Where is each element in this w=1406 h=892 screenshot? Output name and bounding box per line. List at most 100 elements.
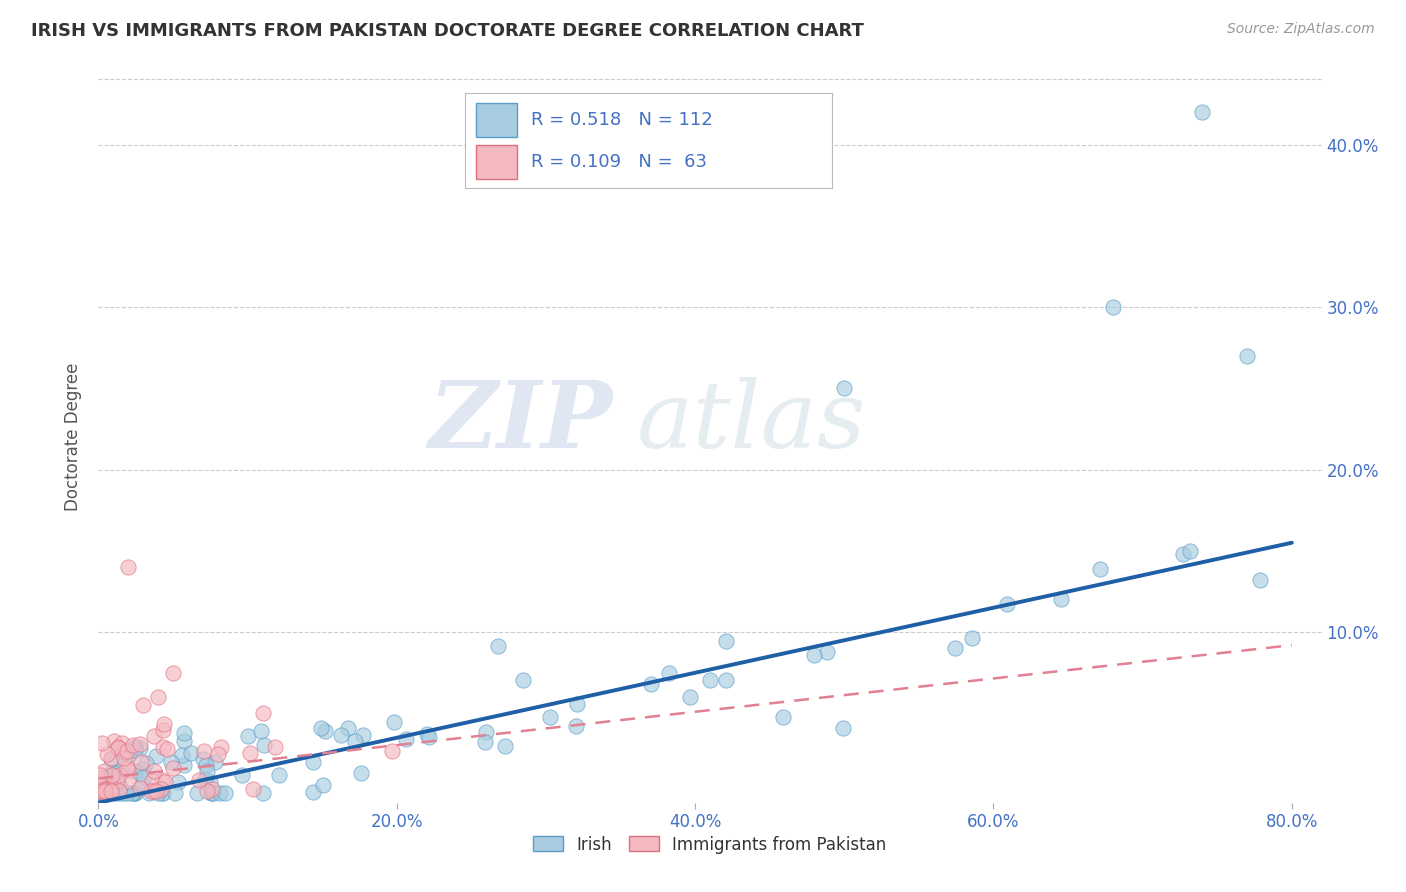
Point <box>301 756 323 770</box>
Point <box>162 665 184 680</box>
Point <box>194 758 217 772</box>
Point <box>173 725 195 739</box>
Point <box>132 763 155 777</box>
Point <box>162 762 184 776</box>
Point <box>90 775 112 789</box>
Point <box>149 782 172 797</box>
Point <box>512 673 534 688</box>
Point <box>152 786 174 800</box>
Point <box>194 772 217 787</box>
Point <box>252 786 274 800</box>
Point <box>89 771 111 785</box>
Point <box>699 673 721 688</box>
Point <box>803 648 825 662</box>
Point <box>242 781 264 796</box>
Point <box>124 786 146 800</box>
Point <box>207 747 229 761</box>
Point <box>108 780 131 794</box>
Text: atlas: atlas <box>637 377 866 467</box>
Point <box>415 727 437 741</box>
Point <box>231 768 253 782</box>
Point <box>1249 573 1271 587</box>
Point <box>128 738 150 752</box>
Point <box>105 786 128 800</box>
Point <box>486 640 509 654</box>
Point <box>995 597 1018 611</box>
Point <box>91 736 114 750</box>
Point <box>155 742 177 756</box>
Point <box>475 725 498 739</box>
Point <box>100 751 122 765</box>
Point <box>112 745 135 759</box>
Point <box>152 723 174 738</box>
Point <box>91 780 114 795</box>
Text: ZIP: ZIP <box>427 377 612 467</box>
Point <box>117 763 139 777</box>
Point <box>108 784 131 798</box>
Point <box>565 697 588 711</box>
Point <box>103 734 125 748</box>
Point <box>101 767 124 781</box>
Point <box>564 719 586 733</box>
Point <box>117 773 139 788</box>
Point <box>202 786 225 800</box>
Point <box>105 774 128 789</box>
Point <box>121 786 143 800</box>
Legend: Irish, Immigrants from Pakistan: Irish, Immigrants from Pakistan <box>527 829 893 860</box>
Point <box>267 768 290 782</box>
Point <box>165 786 187 800</box>
Point <box>117 748 139 763</box>
Point <box>195 764 218 779</box>
Point <box>142 729 165 743</box>
Point <box>209 740 232 755</box>
Point <box>89 784 111 798</box>
Point <box>658 666 681 681</box>
Point <box>124 764 146 778</box>
Text: Source: ZipAtlas.com: Source: ZipAtlas.com <box>1227 22 1375 37</box>
Point <box>152 740 174 755</box>
Point <box>94 784 117 798</box>
Point <box>173 734 195 748</box>
Point <box>108 767 131 781</box>
Point <box>91 786 114 800</box>
Point <box>195 784 218 798</box>
Point <box>131 778 153 792</box>
Point <box>111 736 134 750</box>
Point <box>167 774 190 789</box>
Point <box>124 742 146 756</box>
Point <box>145 784 167 798</box>
Point <box>495 739 517 753</box>
Point <box>111 747 134 762</box>
Point <box>352 728 374 742</box>
Text: IRISH VS IMMIGRANTS FROM PAKISTAN DOCTORATE DEGREE CORRELATION CHART: IRISH VS IMMIGRANTS FROM PAKISTAN DOCTOR… <box>31 22 863 40</box>
Point <box>200 786 222 800</box>
Point <box>1171 548 1194 562</box>
Point <box>105 765 128 780</box>
Point <box>107 741 129 756</box>
Point <box>679 690 702 704</box>
Point <box>124 786 146 800</box>
Point <box>1178 544 1201 558</box>
Point <box>94 783 117 797</box>
Point <box>350 765 373 780</box>
Point <box>139 783 162 797</box>
Point <box>152 772 174 787</box>
Point <box>89 779 111 793</box>
Point <box>343 734 366 748</box>
Point <box>117 786 139 800</box>
Point <box>100 780 122 795</box>
Point <box>124 739 146 754</box>
Point <box>253 738 276 752</box>
Point <box>474 735 496 749</box>
Point <box>112 786 135 800</box>
Point <box>193 744 215 758</box>
Point <box>112 751 135 765</box>
Point <box>132 770 155 784</box>
Point <box>148 786 170 800</box>
Point <box>128 781 150 796</box>
Point <box>142 784 165 798</box>
Point <box>129 741 152 756</box>
Point <box>90 784 112 798</box>
Point <box>1191 105 1213 120</box>
Point <box>204 756 226 770</box>
